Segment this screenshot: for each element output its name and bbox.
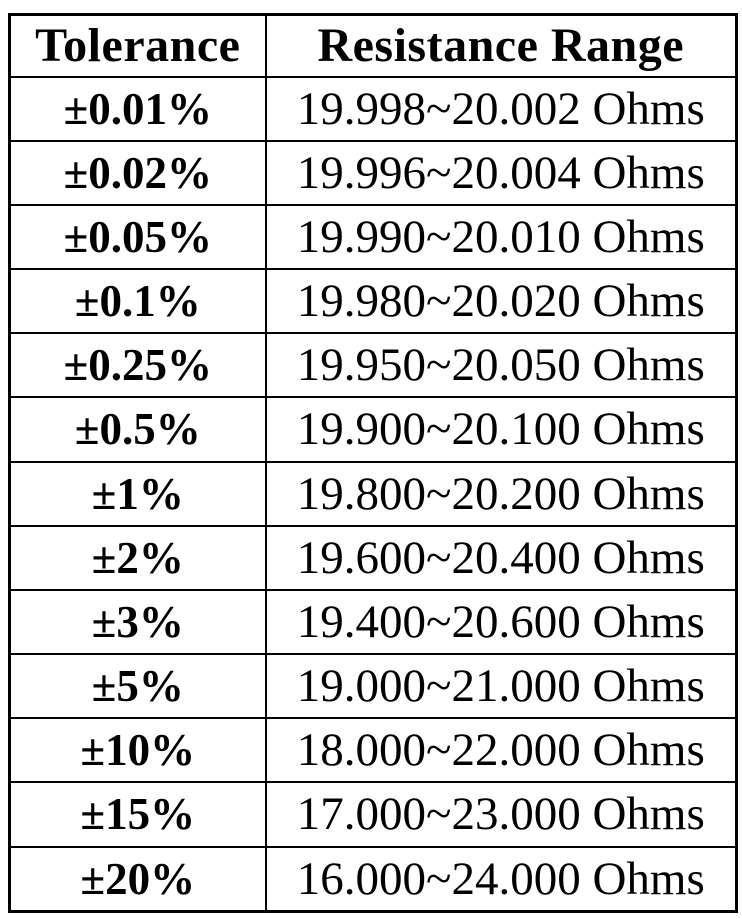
table-row: ±0.02% 19.996~20.004 Ohms (8, 139, 738, 206)
tolerance-value: ±0.05% (8, 203, 267, 271)
tolerance-value: ±0.5% (8, 396, 267, 463)
tolerance-value: ±5% (8, 653, 267, 720)
resistance-range-value: 19.996~20.004 Ohms (264, 139, 738, 206)
table-row: ±0.5% 19.900~20.100 Ohms (8, 396, 738, 463)
tolerance-value: ±0.01% (8, 75, 267, 142)
table-header: Tolerance Resistance Range (8, 13, 738, 78)
resistance-range-value: 19.990~20.010 Ohms (264, 203, 738, 271)
tolerance-value: ±10% (8, 717, 267, 784)
column-header-resistance-range: Resistance Range (264, 13, 738, 78)
table-row: ±10% 18.000~22.000 Ohms (8, 717, 738, 784)
resistance-range-value: 19.600~20.400 Ohms (264, 524, 738, 591)
table-row: ±15% 17.000~23.000 Ohms (8, 781, 738, 848)
resistance-range-value: 16.000~24.000 Ohms (264, 845, 738, 913)
table-row: ±20% 16.000~24.000 Ohms (8, 845, 738, 913)
table-row: ±5% 19.000~21.000 Ohms (8, 653, 738, 720)
column-header-tolerance: Tolerance (8, 13, 267, 78)
resistance-range-value: 19.400~20.600 Ohms (264, 588, 738, 656)
table-row: ±0.01% 19.998~20.002 Ohms (8, 75, 738, 142)
table-row: ±0.25% 19.950~20.050 Ohms (8, 332, 738, 399)
resistance-range-value: 19.998~20.002 Ohms (264, 75, 738, 142)
resistance-range-value: 19.980~20.020 Ohms (264, 268, 738, 335)
tolerance-value: ±0.25% (8, 332, 267, 399)
table-body: ±0.01% 19.998~20.002 Ohms ±0.02% 19.996~… (8, 75, 738, 913)
resistance-range-value: 19.800~20.200 Ohms (264, 460, 738, 527)
table-row: ±0.05% 19.990~20.010 Ohms (8, 203, 738, 271)
resistance-range-value: 17.000~23.000 Ohms (264, 781, 738, 848)
resistance-range-value: 18.000~22.000 Ohms (264, 717, 738, 784)
tolerance-value: ±0.1% (8, 268, 267, 335)
tolerance-value: ±20% (8, 845, 267, 913)
table-row: ±2% 19.600~20.400 Ohms (8, 524, 738, 591)
table-row: ±0.1% 19.980~20.020 Ohms (8, 268, 738, 335)
tolerance-value: ±3% (8, 588, 267, 656)
resistance-range-value: 19.000~21.000 Ohms (264, 653, 738, 720)
tolerance-value: ±15% (8, 781, 267, 848)
table-row: ±1% 19.800~20.200 Ohms (8, 460, 738, 527)
header-row: Tolerance Resistance Range (8, 13, 738, 78)
resistance-range-value: 19.950~20.050 Ohms (264, 332, 738, 399)
table-row: ±3% 19.400~20.600 Ohms (8, 588, 738, 656)
tolerance-value: ±1% (8, 460, 267, 527)
resistance-range-value: 19.900~20.100 Ohms (264, 396, 738, 463)
tolerance-resistance-table: Tolerance Resistance Range ±0.01% 19.998… (8, 13, 738, 913)
tolerance-value: ±2% (8, 524, 267, 591)
tolerance-value: ±0.02% (8, 139, 267, 206)
